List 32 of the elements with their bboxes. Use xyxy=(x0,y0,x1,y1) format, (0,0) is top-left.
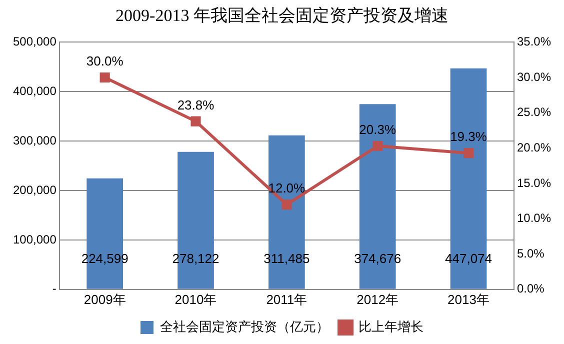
y-tick-label: 400,000 xyxy=(12,84,57,98)
point xyxy=(100,72,110,83)
y2-tick-label: 10.0% xyxy=(516,211,552,226)
point xyxy=(463,148,474,158)
legend-label: 比上年增长 xyxy=(358,319,424,334)
data-label: 20.3% xyxy=(359,122,396,138)
data-label: 23.8% xyxy=(177,97,215,112)
x-tick-label: 2011年 xyxy=(266,292,308,307)
y2-tick-label: 5.0% xyxy=(516,246,545,260)
y2-tick-label: 30.0% xyxy=(516,70,552,84)
x-tick-label: 2009年 xyxy=(84,292,126,307)
point xyxy=(372,140,383,152)
point xyxy=(190,116,201,126)
data-label: 12.0% xyxy=(268,180,306,196)
y2-tick-label: 25.0% xyxy=(516,105,552,120)
y-tick-label: - xyxy=(52,282,56,296)
y2-tick-label: 15.0% xyxy=(516,176,552,190)
legend-label: 全社会固定资产投资（亿元） xyxy=(160,319,329,334)
y2-tick-label: 35.0% xyxy=(516,34,552,49)
y-tick-label: 300,000 xyxy=(12,133,57,148)
y2-tick-label: 0.0% xyxy=(516,282,545,296)
y-tick-label: 500,000 xyxy=(12,34,57,49)
y2-tick-label: 20.0% xyxy=(516,140,552,154)
data-label: 19.3% xyxy=(450,129,488,144)
y-tick-label: 100,000 xyxy=(12,232,57,246)
y-tick-label: 200,000 xyxy=(12,182,57,197)
x-tick-label: 2012年 xyxy=(356,292,399,307)
x-tick-label: 2013年 xyxy=(448,292,490,307)
point xyxy=(282,200,292,210)
data-label: 30.0% xyxy=(86,54,124,69)
chart-title: 2009-2013 年我国全社会固定资产投资及增速 xyxy=(114,5,450,27)
x-tick-label: 2010年 xyxy=(174,292,217,307)
